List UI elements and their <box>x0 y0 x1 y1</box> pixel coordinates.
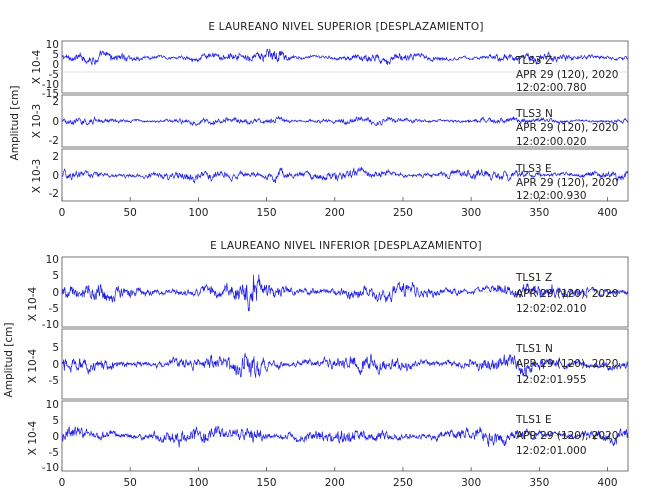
panel-tls1-z: X 10-4 10 5 0 -5 -10 TLS1 Z APR 29 (120)… <box>27 254 629 331</box>
x-tick-label: 100 <box>188 477 208 489</box>
figure-inferior-title: E LAUREANO NIVEL INFERIOR [DESPLAZAMIENT… <box>210 240 482 252</box>
x-tick-label: 200 <box>325 207 345 219</box>
station-label: TLS1 E <box>515 414 552 426</box>
y-tick-label: 10 <box>46 39 59 51</box>
y-tick-label: 5 <box>52 49 59 61</box>
panel-frame <box>61 40 629 94</box>
x-tick-label: 200 <box>325 477 345 489</box>
y-tick-label: -2 <box>49 188 59 200</box>
y-tick-label: -10 <box>42 319 59 331</box>
x-tick-label: 350 <box>529 477 549 489</box>
y-tick-label: 0 <box>52 59 59 71</box>
panel-tls1-n: X 10-4 5 0 -5 TLS1 N APR 29 (120), 2020 … <box>27 328 629 400</box>
figure-inferior-ylabel: Amplitud [cm] <box>3 323 15 398</box>
station-label: TLS3 Z <box>515 55 552 67</box>
y-tick-label: 0 <box>52 431 59 443</box>
trace-tls1-n <box>61 352 629 378</box>
station-label: TLS3 E <box>515 163 552 175</box>
panel-tls3-n: X 10-3 2 0 -2 TLS3 N APR 29 (120), 2020 … <box>31 94 629 148</box>
figure-inferior: E LAUREANO NIVEL INFERIOR [DESPLAZAMIENT… <box>3 240 629 489</box>
y-tick-label: -15 <box>42 88 59 100</box>
clock-label: 12:02:01.000 <box>516 445 587 457</box>
y-tick-label: -2 <box>49 135 59 147</box>
x-axis-inferior: 0 50 100 150 200 250 300 350 400 <box>59 467 618 489</box>
panel-tls3-z: X 10-4 10 5 0 -5 -10 -15 TLS3 Z APR 29 (… <box>31 39 629 100</box>
y-tick-label: -5 <box>49 375 59 387</box>
panel-scale-label: X 10-3 <box>31 159 43 193</box>
y-tick-label: -10 <box>42 462 59 474</box>
figure-superior: E LAUREANO NIVEL SUPERIOR [DESPLAZAMIENT… <box>9 21 629 219</box>
x-tick-label: 350 <box>529 207 549 219</box>
panel-scale-label: X 10-4 <box>27 421 39 456</box>
trace-tls3-n <box>61 115 629 127</box>
trace-tls3-e <box>61 166 629 184</box>
x-tick-label: 250 <box>393 207 413 219</box>
x-tick-label: 400 <box>598 477 618 489</box>
x-tick-label: 150 <box>257 477 277 489</box>
x-axis-superior: 0 50 100 150 200 250 300 350 400 <box>59 197 618 219</box>
y-tick-label: -5 <box>49 303 59 315</box>
y-tick-label: 10 <box>46 254 59 266</box>
x-tick-label: 0 <box>59 477 66 489</box>
station-label: TLS1 N <box>515 343 553 355</box>
x-tick-label: 250 <box>393 477 413 489</box>
date-label: APR 29 (120), 2020 <box>516 177 618 189</box>
x-tick-label: 300 <box>461 207 481 219</box>
y-tick-label: 5 <box>52 270 59 282</box>
x-tick-label: 0 <box>59 207 66 219</box>
date-label: APR 29 (120), 2020 <box>516 69 618 81</box>
panel-tls3-e: X 10-3 2 0 -2 TLS3 E APR 29 (120), 2020 … <box>31 148 629 202</box>
panel-scale-label: X 10-3 <box>31 104 43 138</box>
date-label: APR 29 (120), 2020 <box>516 358 618 370</box>
date-label: APR 29 (120), 2020 <box>516 430 618 442</box>
clock-label: 12:02:00.780 <box>516 82 587 94</box>
station-label: TLS1 Z <box>515 272 552 284</box>
x-tick-label: 300 <box>461 477 481 489</box>
panel-tls1-e: X 10-4 10 5 0 -5 -10 TLS1 E APR 29 (120)… <box>27 399 629 474</box>
x-tick-label: 50 <box>124 477 137 489</box>
trace-tls3-z <box>61 48 629 66</box>
y-tick-label: 0 <box>52 359 59 371</box>
y-tick-label: 0 <box>52 116 59 128</box>
x-tick-label: 400 <box>598 207 618 219</box>
y-tick-label: 2 <box>52 96 59 108</box>
y-tick-label: 5 <box>52 342 59 354</box>
y-tick-label: -5 <box>49 447 59 459</box>
panel-scale-label: X 10-4 <box>31 50 43 85</box>
figure-superior-title: E LAUREANO NIVEL SUPERIOR [DESPLAZAMIENT… <box>208 21 483 33</box>
clock-label: 12:02:00.930 <box>516 190 587 202</box>
clock-label: 12:02:00.020 <box>516 136 587 148</box>
trace-tls1-z <box>61 274 629 312</box>
y-tick-label: 0 <box>52 170 59 182</box>
y-tick-label: 0 <box>52 287 59 299</box>
panel-scale-label: X 10-4 <box>27 349 39 384</box>
date-label: APR 29 (120), 2020 <box>516 122 618 134</box>
x-tick-label: 100 <box>188 207 208 219</box>
y-tick-label: 2 <box>52 151 59 163</box>
clock-label: 12:02:01.955 <box>516 374 587 386</box>
y-tick-label: 10 <box>46 399 59 411</box>
x-tick-label: 50 <box>124 207 137 219</box>
clock-label: 12:02:02.010 <box>516 303 587 315</box>
y-tick-label: 5 <box>52 415 59 427</box>
trace-tls1-e <box>61 425 629 448</box>
x-tick-label: 150 <box>257 207 277 219</box>
panel-scale-label: X 10-4 <box>27 287 39 322</box>
y-tick-label: -5 <box>49 69 59 81</box>
station-label: TLS3 N <box>515 108 553 120</box>
figure-superior-ylabel: Amplitud [cm] <box>9 86 21 161</box>
date-label: APR 29 (120), 2020 <box>516 288 618 300</box>
y-tick-label: -10 <box>42 79 59 91</box>
